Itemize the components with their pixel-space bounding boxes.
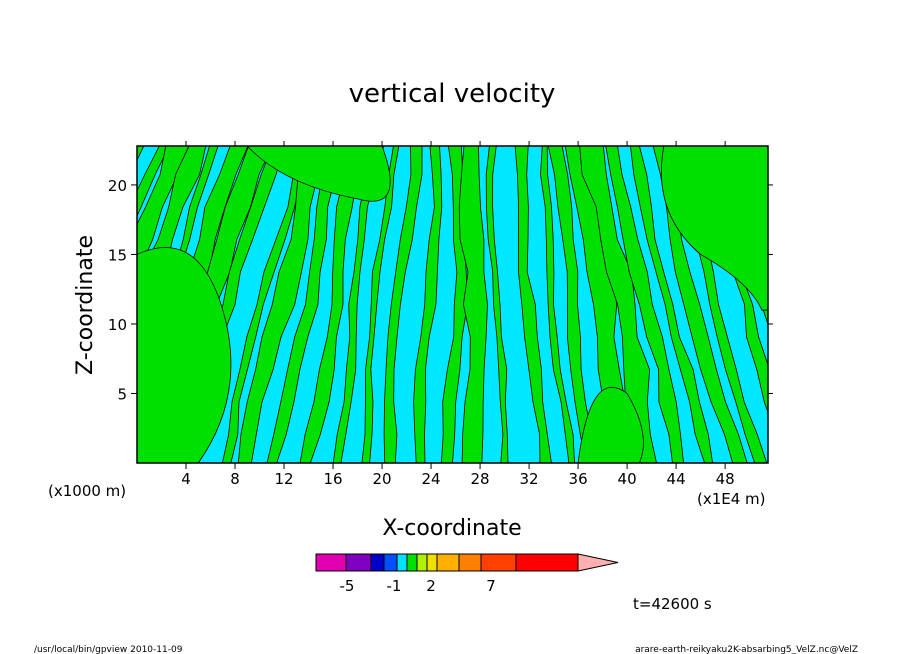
plot-frame (136, 145, 769, 464)
colorbar-swatch (345, 553, 372, 572)
time-label: t=42600 s (633, 595, 712, 613)
colorbar-swatch (515, 553, 579, 572)
contour-band (564, 146, 632, 463)
colorbar-swatch (315, 553, 347, 572)
contour-band (266, 146, 339, 463)
y-tick-label: 5 (117, 385, 127, 403)
colorbar (315, 553, 619, 572)
plot-area (136, 142, 904, 467)
contour-blob (577, 386, 644, 463)
contour-band (605, 146, 684, 463)
colorbar-labels: -5 -1 2 7 (340, 577, 496, 595)
contour-band (237, 146, 326, 463)
y-tick-label: 20 (108, 177, 127, 195)
contour-band (458, 146, 488, 463)
x-tick-label: 32 (520, 470, 539, 488)
footer-left: /usr/local/bin/gpview 2010-11-09 (34, 645, 183, 654)
colorbar-swatch (383, 553, 398, 572)
contour-blob (246, 146, 391, 202)
colorbar-swatch (436, 553, 460, 572)
colorbar-label: 2 (426, 577, 436, 595)
colorbar-swatch (480, 553, 517, 572)
contour-band (485, 146, 509, 463)
x-tick-label: 24 (422, 470, 441, 488)
y-axis-label: Z-coordinate (73, 235, 98, 375)
x-tick-label: 12 (274, 470, 293, 488)
x-tick-label: 20 (373, 470, 392, 488)
contour-band (413, 146, 443, 463)
x-axis-label: X-coordinate (382, 516, 521, 541)
contour-band (540, 146, 575, 463)
x-tick-label: 4 (181, 470, 191, 488)
x-tick-label: 8 (230, 470, 240, 488)
contour-band-group (137, 142, 904, 467)
x-unit-label: (x1E4 m) (697, 490, 766, 508)
x-tick-label: 40 (618, 470, 637, 488)
colorbar-swatch (416, 553, 428, 572)
y-tick-label: 15 (108, 246, 127, 264)
footer-right: arare-earth-reikyaku2K-absarbing5_VelZ.n… (635, 645, 858, 654)
colorbar-label: -1 (387, 577, 402, 595)
contour-band (137, 146, 170, 217)
x-tick-label: 28 (471, 470, 490, 488)
x-tick-label: 44 (667, 470, 686, 488)
contour-band (383, 146, 423, 463)
colorbar-swatch (370, 553, 385, 572)
colorbar-swatch (396, 553, 408, 572)
x-tick-label: 48 (716, 470, 735, 488)
y-tick-label: 10 (108, 316, 127, 334)
colorbar-arrow (577, 553, 619, 572)
y-axis-ticks: 5 10 15 20 (108, 177, 773, 403)
contour-band (299, 146, 361, 463)
chart-title: vertical velocity (349, 79, 556, 109)
colorbar-swatch (406, 553, 418, 572)
contour-band (630, 146, 714, 463)
contour-band (687, 146, 768, 414)
contour-blob (137, 247, 232, 463)
x-tick-label: 16 (323, 470, 342, 488)
contour-band (137, 146, 145, 162)
contour-band (221, 146, 307, 463)
colorbar-swatch (426, 553, 438, 572)
contour-band (514, 146, 552, 463)
contour-band (547, 146, 597, 463)
x-tick-label: 36 (569, 470, 588, 488)
contour-band (769, 142, 904, 467)
contour-bands (137, 142, 904, 467)
colorbar-swatch (458, 553, 482, 572)
contour-band (361, 146, 400, 463)
colorbar-label: -5 (340, 577, 355, 595)
contour-band (579, 146, 657, 463)
contour-blob (661, 146, 768, 311)
x-axis-ticks: 4 8 12 16 20 24 28 32 36 40 44 48 (181, 141, 735, 488)
contour-band (332, 146, 385, 463)
y-unit-label: (x1000 m) (48, 482, 126, 500)
colorbar-label: 7 (486, 577, 496, 595)
